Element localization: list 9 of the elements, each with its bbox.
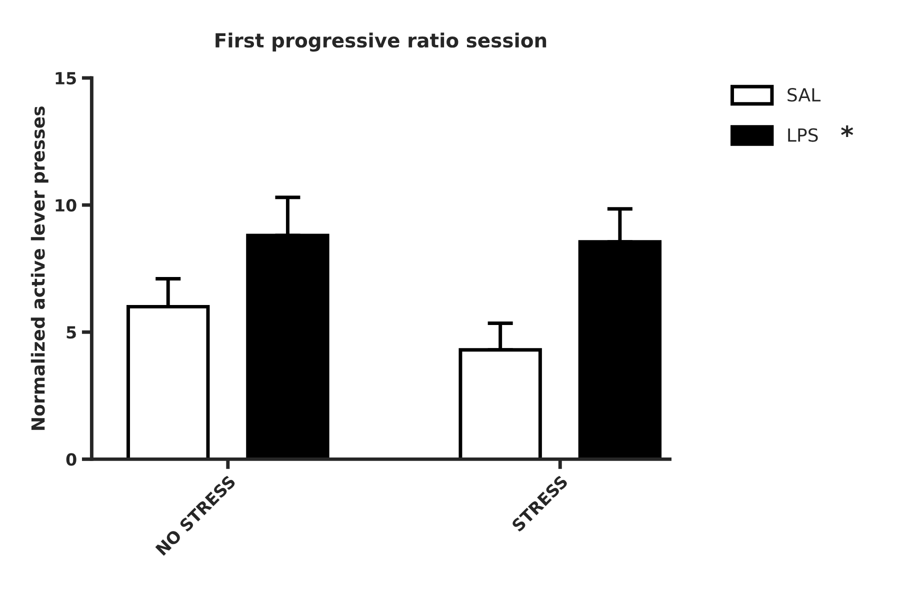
y-tick-label: 15 — [56, 72, 76, 85]
y-tick-label: 0 — [66, 453, 76, 466]
y-axis-title: Normalized active lever presses — [30, 106, 48, 430]
y-tick-label: 5 — [66, 326, 76, 339]
legend-label: SAL — [788, 88, 821, 102]
legend-label: LPS — [788, 128, 818, 142]
text: * — [841, 125, 854, 137]
y-tick-label: 10 — [56, 198, 76, 212]
chart-title: First progressive ratio session — [216, 32, 546, 52]
